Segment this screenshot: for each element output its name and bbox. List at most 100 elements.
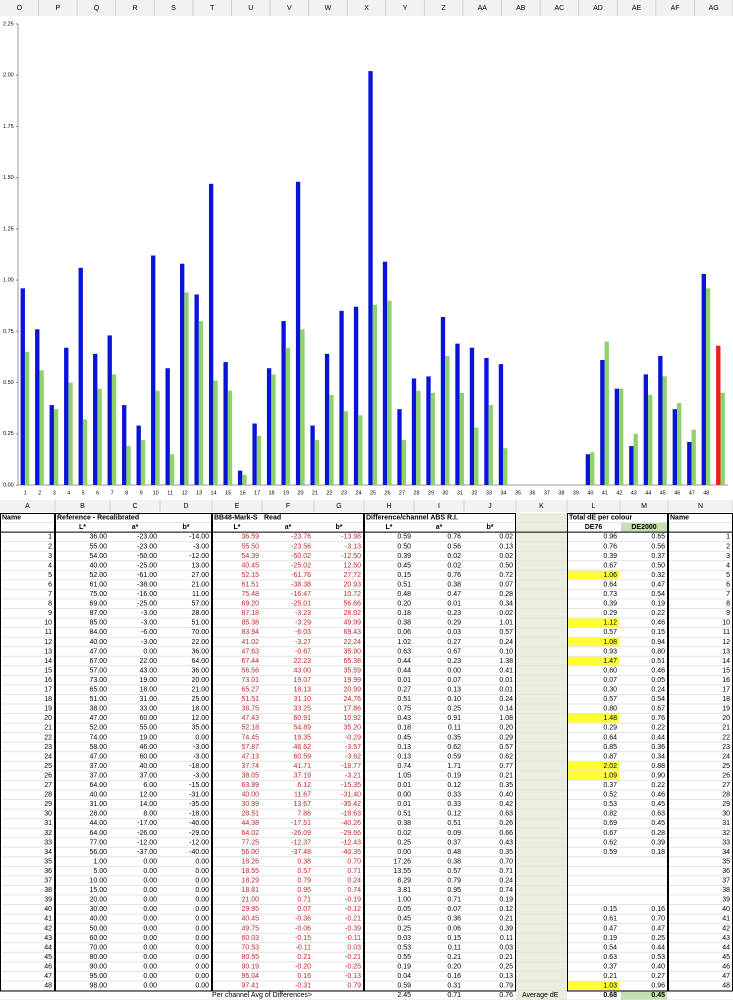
cell-text: 0.38 — [447, 858, 461, 865]
cell-text: 1.08 — [499, 715, 513, 722]
cell-text: 47.43 — [241, 715, 259, 722]
cell-text: -12.43 — [341, 839, 361, 846]
cell-text: 1.12 — [603, 620, 617, 627]
cell-text: 0.38 — [447, 581, 461, 588]
cell-text: 0.01 — [499, 687, 513, 694]
cell-text: 69.20 — [241, 601, 259, 608]
cell-text: 65.00 — [89, 687, 107, 694]
cell-text: 41 — [44, 916, 52, 923]
y-tick-label: 2.00 — [3, 73, 14, 79]
cell-text: 27 — [722, 782, 730, 789]
cell-text: 0.11 — [448, 944, 461, 951]
cell-text: -61.76 — [291, 572, 311, 579]
cell-text: 0.16 — [651, 906, 665, 913]
cell-text: -3.00 — [193, 744, 209, 751]
cell-text: Difference/channel ABS R.I. — [366, 515, 458, 522]
cell-text: 0.35 — [447, 734, 461, 741]
cell-text: 1.02 — [397, 639, 411, 646]
cell-text: -12.37 — [291, 839, 311, 846]
cell-text: 97.41 — [241, 983, 259, 990]
cell-text: Total dE per colour — [569, 515, 633, 522]
highlight-cell — [568, 981, 619, 990]
cell-text: 0.94 — [651, 639, 665, 646]
cell-text: 0.79 — [347, 983, 361, 990]
bar — [266, 368, 272, 485]
cell-text: 60.00 — [139, 753, 157, 760]
cell-text: 0.18 — [651, 849, 665, 856]
cell-text: -25.01 — [291, 601, 311, 608]
cell-text: 5 — [48, 572, 52, 579]
cell-text: 51.00 — [89, 696, 107, 703]
cell-text: 42 — [722, 925, 730, 932]
cell-text: 35 — [44, 858, 52, 865]
cell-text: 0.57 — [603, 696, 617, 703]
cell-text: 38 — [722, 887, 730, 894]
cell-text: 55.50 — [241, 543, 259, 550]
bar — [252, 423, 257, 485]
bar — [590, 452, 595, 485]
cell-text: 0.24 — [499, 639, 513, 646]
cell-text: 2.45 — [397, 992, 411, 999]
cell-text: 0.59 — [603, 849, 617, 856]
bar — [151, 255, 156, 485]
bar — [198, 321, 204, 485]
cell-text: 0.74 — [347, 887, 361, 894]
bar — [223, 362, 228, 485]
cell-text: L* — [234, 524, 241, 531]
cell-text: 0.72 — [499, 572, 513, 579]
cell-text: 22.00 — [139, 658, 157, 665]
cell-text: 46.00 — [139, 744, 157, 751]
cell-text: 0.22 — [651, 610, 665, 617]
cell-text: 0.69 — [603, 820, 617, 827]
cell-text: 0.00 — [143, 887, 157, 894]
bar — [184, 292, 189, 485]
cell-text: 35.20 — [343, 725, 361, 732]
cell-text: 36.00 — [191, 667, 209, 674]
column-letter: N — [698, 503, 703, 510]
column-letter: E — [235, 503, 240, 510]
cell-text: 7 — [726, 591, 730, 598]
x-tick-label: 15 — [225, 490, 231, 496]
cell-text: 50.00 — [89, 925, 107, 932]
cell-text: 3 — [726, 553, 730, 560]
cell-text: 19 — [722, 706, 730, 713]
x-tick-label: 35 — [515, 490, 521, 496]
cell-text: 0.15 — [397, 572, 411, 579]
cell-text: 43.00 — [293, 667, 311, 674]
cell-text: 0.21 — [499, 954, 513, 961]
cell-text: 69.00 — [89, 601, 107, 608]
cell-text: 0.29 — [603, 725, 617, 732]
bar — [194, 294, 199, 485]
cell-text: -3.00 — [141, 639, 157, 646]
bar — [78, 267, 83, 485]
cell-text: 0.07 — [603, 677, 617, 684]
cell-text: 0.12 — [499, 906, 513, 913]
x-tick-label: 14 — [211, 490, 217, 496]
cell-text: 37.00 — [89, 772, 107, 779]
cell-text: 0.79 — [499, 983, 513, 990]
cell-text: 15.00 — [89, 887, 107, 894]
bar — [353, 306, 359, 485]
cell-text: 0.54 — [603, 944, 617, 951]
cell-text: 49.99 — [343, 620, 361, 627]
cell-text: 0.00 — [143, 944, 157, 951]
cell-text: 0.01 — [499, 677, 513, 684]
cell-text: 17 — [44, 687, 52, 694]
y-tick-label: 0.00 — [3, 482, 14, 488]
cell-text: 0.50 — [499, 562, 513, 569]
cell-text: 1.06 — [603, 572, 617, 579]
cell-text: 0.80 — [603, 706, 617, 713]
bar — [716, 345, 721, 485]
cell-text: 46 — [722, 963, 730, 970]
cell-text: 17.86 — [343, 706, 361, 713]
cell-text: 34 — [722, 849, 730, 856]
bar — [445, 355, 450, 485]
cell-text: 0.19 — [499, 897, 513, 904]
cell-text: 0.00 — [195, 935, 209, 942]
cell-text: 27 — [44, 782, 52, 789]
bar — [179, 263, 185, 485]
cell-text: 0.00 — [195, 925, 209, 932]
column-letter: AE — [632, 5, 642, 12]
cell-text: 22.23 — [293, 658, 311, 665]
bar — [469, 347, 475, 485]
